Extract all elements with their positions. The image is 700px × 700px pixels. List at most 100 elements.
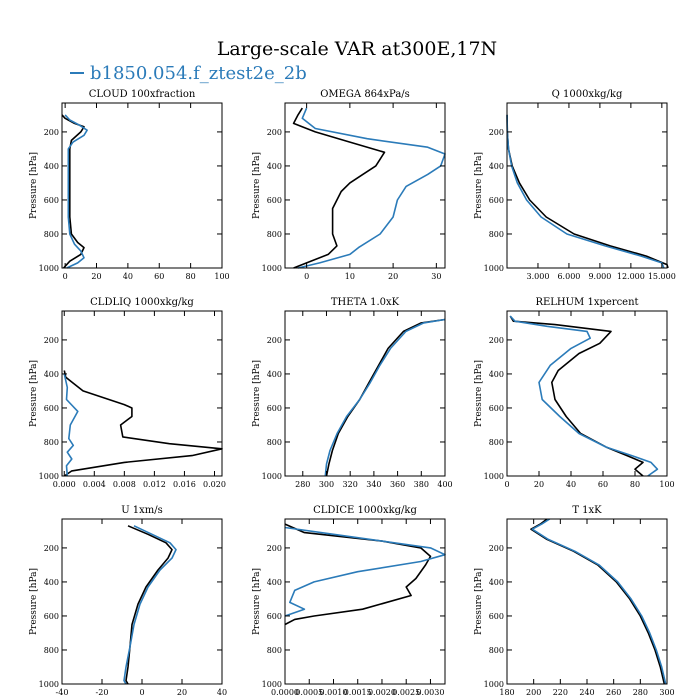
panel-9-xtick-label: 220 — [553, 688, 568, 697]
panel-5-xtick-label: 300 — [319, 480, 334, 489]
panel-4-ytick-label: 1000 — [39, 472, 59, 481]
panel-7-xtick-label: -20 — [96, 688, 109, 697]
panel-4-ylabel: Pressure [hPa] — [29, 360, 39, 427]
panel-9-ytick-label: 1000 — [484, 680, 504, 689]
panel-8-xtick-label: 0.0015 — [344, 688, 372, 697]
panel-9-xtick-label: 300 — [659, 688, 674, 697]
panel-7-xtick-label: 20 — [177, 688, 187, 697]
panel-9-ytick-label: 800 — [489, 646, 504, 655]
panel-6-title: RELHUM 1xpercent — [535, 297, 638, 308]
panel-8-xtick-label: 0.0020 — [368, 688, 396, 697]
panel-4-xtick-label: 0.020 — [203, 480, 226, 489]
panel-2-xtick-label: 30 — [431, 272, 441, 281]
panel-8-ytick-label: 800 — [267, 646, 282, 655]
panel-2-xtick-label: 20 — [388, 272, 398, 281]
panel-1-ytick-label: 200 — [44, 128, 59, 137]
panel-6-series-2-line — [509, 315, 659, 477]
panel-8-xtick-label: 0.0010 — [319, 688, 347, 697]
panel-1-xtick-label: 60 — [154, 272, 164, 281]
panel-7-ytick-label: 800 — [44, 646, 59, 655]
panel-5-ytick-label: 800 — [267, 438, 282, 447]
panel-5-xtick-label: 400 — [437, 480, 452, 489]
panel-1-ytick-label: 400 — [44, 162, 59, 171]
panel-5-xtick-label: 380 — [414, 480, 429, 489]
panel-9-series-2-line — [531, 518, 667, 685]
panel-6-ytick-label: 200 — [489, 336, 504, 345]
panel-2-ytick-label: 600 — [267, 196, 282, 205]
panel-9-xtick-label: 280 — [633, 688, 648, 697]
panel-6-ytick-label: 1000 — [484, 472, 504, 481]
panel-3-xtick-label: 15.000 — [648, 272, 676, 281]
panel-8-ytick-label: 1000 — [262, 680, 282, 689]
panel-6-xtick-label: 40 — [566, 480, 576, 489]
panel-7-xtick-label: -40 — [56, 688, 69, 697]
panel-4-ytick-label: 400 — [44, 370, 59, 379]
panel-4-title: CLDLIQ 1000xkg/kg — [90, 297, 194, 308]
panel-7-xtick-label: 0 — [139, 688, 144, 697]
panel-2-ytick-label: 800 — [267, 230, 282, 239]
panel-4-xtick-label: 0.008 — [113, 480, 136, 489]
panel-7-ytick-label: 600 — [44, 612, 59, 621]
panel-5-frame — [284, 310, 446, 477]
panel-2-series-2-line — [297, 107, 446, 269]
panel-2-xtick-label: 0 — [304, 272, 309, 281]
panel-4-ytick-label: 600 — [44, 404, 59, 413]
panel-8-series-1-line — [284, 523, 432, 626]
panel-6-ylabel: Pressure [hPa] — [474, 360, 484, 427]
panel-1-series-2-line — [64, 114, 88, 269]
panel-6-ytick-label: 800 — [489, 438, 504, 447]
panel-1-ylabel: Pressure [hPa] — [29, 152, 39, 219]
panel-4-series-2-line — [63, 373, 79, 477]
panel-3-ytick-label: 800 — [489, 230, 504, 239]
panel-2-ytick-label: 1000 — [262, 264, 282, 273]
panel-8-ytick-label: 600 — [267, 612, 282, 621]
panel-1-frame — [61, 102, 223, 269]
panel-6-xtick-label: 60 — [598, 480, 608, 489]
panel-2-series-1-line — [292, 107, 386, 269]
panel-2-ytick-label: 200 — [267, 128, 282, 137]
panel-9-series-1-line — [530, 518, 666, 685]
panel-1-xtick-label: 0 — [63, 272, 68, 281]
legend-label: b1850.054.f_ztest2e_2b — [90, 63, 307, 84]
panel-3-ytick-label: 400 — [489, 162, 504, 171]
panel-3-xtick-label: 9.000 — [588, 272, 611, 281]
panel-6-xtick-label: 20 — [534, 480, 544, 489]
panel-4-series-1-line — [63, 370, 223, 477]
panel-9-ytick-label: 400 — [489, 578, 504, 587]
panel-6-ytick-label: 600 — [489, 404, 504, 413]
panel-6-xtick-label: 100 — [659, 480, 674, 489]
panel-3-ytick-label: 1000 — [484, 264, 504, 273]
panel-5-ylabel: Pressure [hPa] — [252, 360, 262, 427]
panel-9-xtick-label: 240 — [579, 688, 594, 697]
panel-7-ytick-label: 400 — [44, 578, 59, 587]
panel-1-xtick-label: 100 — [214, 272, 229, 281]
panel-5-xtick-label: 360 — [390, 480, 405, 489]
panel-1-title: CLOUD 100xfraction — [89, 89, 196, 100]
panel-5-ytick-label: 400 — [267, 370, 282, 379]
panel-1-xtick-label: 40 — [123, 272, 133, 281]
panel-6-ytick-label: 400 — [489, 370, 504, 379]
panel-5-series-1-line — [325, 318, 446, 477]
panel-9-xtick-label: 200 — [526, 688, 541, 697]
panel-5-xtick-label: 280 — [295, 480, 310, 489]
panel-5-xtick-label: 320 — [343, 480, 358, 489]
panel-4-xtick-label: 0.012 — [143, 480, 166, 489]
panel-8-xtick-label: 0.0025 — [392, 688, 420, 697]
panel-9-ytick-label: 600 — [489, 612, 504, 621]
panel-9-xtick-label: 260 — [606, 688, 621, 697]
panel-4-xtick-label: 0.016 — [173, 480, 196, 489]
panel-1-xtick-label: 80 — [186, 272, 196, 281]
panel-5-ytick-label: 200 — [267, 336, 282, 345]
panel-1-ytick-label: 1000 — [39, 264, 59, 273]
panel-9-title: T 1xK — [572, 505, 602, 516]
panel-8-ytick-label: 400 — [267, 578, 282, 587]
panel-9-ytick-label: 200 — [489, 544, 504, 553]
panel-4-ytick-label: 200 — [44, 336, 59, 345]
panel-1-xtick-label: 20 — [91, 272, 101, 281]
panel-4-xtick-label: 0.004 — [83, 480, 106, 489]
panel-6-xtick-label: 80 — [630, 480, 640, 489]
panel-3-frame — [506, 102, 668, 269]
